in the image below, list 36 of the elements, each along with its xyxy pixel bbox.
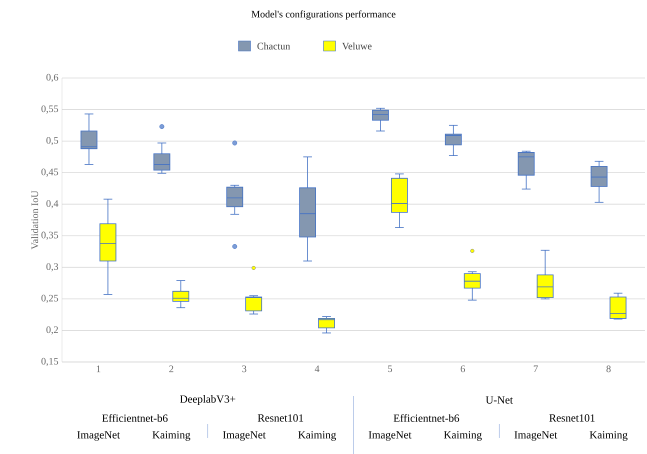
- x-tick-label: 5: [388, 365, 392, 372]
- text: Kaiming: [298, 431, 336, 441]
- text: Kaiming: [590, 431, 628, 441]
- text: ImageNet: [368, 431, 412, 441]
- y-tick-label: 0,45: [41, 168, 58, 177]
- y-tick-label: 0,5: [46, 137, 58, 146]
- x-tick-label: 6: [460, 366, 466, 372]
- text: Kaiming: [152, 431, 190, 441]
- y-tick-label: 0,3: [46, 263, 58, 272]
- x-tick-label: 8: [606, 366, 611, 372]
- x-tick-label: 2: [169, 366, 174, 372]
- legend-label: Chactun: [257, 42, 290, 50]
- text: Efficientnet-b6: [394, 414, 460, 422]
- x-tick-label: 3: [242, 366, 246, 372]
- text: ImageNet: [77, 431, 120, 441]
- y-tick-label: 0,55: [41, 105, 58, 114]
- text: ImageNet: [514, 431, 558, 441]
- x-tick-label: 1: [96, 366, 100, 372]
- text: Resnet101: [258, 414, 304, 422]
- text: Resnet101: [549, 414, 595, 422]
- y-tick-label: 0,4: [46, 200, 58, 208]
- text: ImageNet: [222, 431, 266, 441]
- text: U-Net: [486, 396, 513, 404]
- legend-label: Veluwe: [342, 42, 372, 50]
- x-tick-label: 7: [534, 365, 538, 372]
- x-tick-label: 4: [314, 366, 320, 372]
- chart-title: Model's configurations performance: [252, 10, 396, 20]
- text: Kaiming: [444, 431, 482, 441]
- y-tick-label: 0,25: [41, 294, 58, 303]
- text: DeeplabV3+: [180, 395, 236, 405]
- text: Efficientnet-b6: [102, 414, 168, 422]
- y-tick-label: 0,35: [41, 232, 58, 240]
- y-tick-label: 0,2: [46, 326, 58, 335]
- y-tick-label: 0,6: [46, 74, 58, 82]
- y-tick-label: 0,15: [41, 358, 58, 366]
- y-axis-title: Validation IoU: [31, 190, 38, 250]
